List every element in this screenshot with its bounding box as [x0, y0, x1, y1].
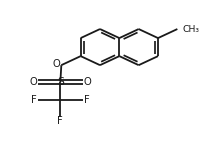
Text: CH₃: CH₃ [183, 24, 200, 34]
Text: S: S [57, 77, 64, 87]
Text: F: F [58, 116, 63, 127]
Text: O: O [53, 59, 60, 69]
Text: F: F [84, 95, 90, 105]
Text: F: F [31, 95, 37, 105]
Text: O: O [30, 77, 38, 87]
Text: O: O [83, 77, 91, 87]
